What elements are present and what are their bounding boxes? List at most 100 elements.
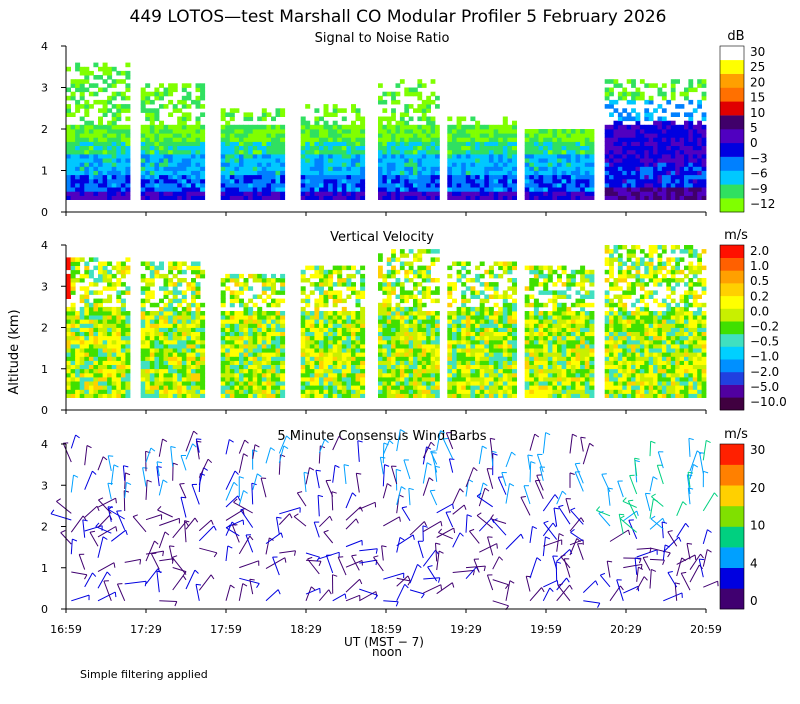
heatmap-cell <box>671 79 676 84</box>
heatmap-cell <box>422 171 427 176</box>
heatmap-cell <box>257 183 262 188</box>
heatmap-cell <box>475 175 480 180</box>
heatmap-cell <box>640 154 645 159</box>
heatmap-cell <box>301 183 306 188</box>
snr-panel-title: Signal to Noise Ratio <box>315 31 450 46</box>
heatmap-cell <box>466 299 471 304</box>
heatmap-cell <box>548 146 553 151</box>
heatmap-cell <box>426 141 431 146</box>
heatmap-cell <box>66 340 71 345</box>
heatmap-cell <box>457 361 462 366</box>
heatmap-cell <box>248 328 253 333</box>
heatmap-cell <box>159 195 164 200</box>
heatmap-cell <box>84 361 89 366</box>
heatmap-cell <box>112 187 117 192</box>
heatmap-cell <box>98 340 103 345</box>
heatmap-cell <box>230 146 235 151</box>
heatmap-cell <box>177 158 182 163</box>
heatmap-cell <box>391 307 396 312</box>
heatmap-cell <box>631 175 636 180</box>
heatmap-cell <box>234 295 239 300</box>
heatmap-cell <box>378 257 383 262</box>
heatmap-cell <box>378 323 383 328</box>
heatmap-cell <box>404 352 409 357</box>
heatmap-cell <box>314 183 319 188</box>
heatmap-cell <box>221 150 226 155</box>
heatmap-cell <box>548 166 553 171</box>
heatmap-cell <box>121 266 126 271</box>
heatmap-cell <box>225 187 230 192</box>
heatmap-cell <box>475 133 480 138</box>
heatmap-cell <box>489 352 494 357</box>
heatmap-cell <box>116 344 121 349</box>
heatmap-cell <box>475 179 480 184</box>
heatmap-cell <box>280 166 285 171</box>
heatmap-cell <box>71 191 76 196</box>
heatmap-cell <box>84 195 89 200</box>
heatmap-cell <box>89 162 94 167</box>
heatmap-cell <box>328 137 333 142</box>
heatmap-cell <box>145 352 150 357</box>
heatmap-cell <box>266 356 271 361</box>
heatmap-cell <box>324 175 329 180</box>
heatmap-cell <box>649 195 654 200</box>
heatmap-cell <box>557 162 562 167</box>
heatmap-cell <box>649 171 654 176</box>
heatmap-cell <box>404 137 409 142</box>
heatmap-cell <box>328 270 333 275</box>
heatmap-cell <box>351 191 356 196</box>
heatmap-cell <box>494 129 499 134</box>
heatmap-cell <box>266 133 271 138</box>
heatmap-cell <box>649 137 654 142</box>
heatmap-cell <box>75 100 80 105</box>
heatmap-cell <box>480 356 485 361</box>
heatmap-cell <box>382 381 387 386</box>
heatmap-cell <box>125 96 130 101</box>
heatmap-cell <box>356 162 361 167</box>
heatmap-cell <box>671 133 676 138</box>
heatmap-cell <box>196 179 201 184</box>
heatmap-cell <box>262 154 267 159</box>
heatmap-cell <box>342 166 347 171</box>
heatmap-cell <box>186 286 191 291</box>
heatmap-cell <box>360 278 365 283</box>
heatmap-cell <box>154 187 159 192</box>
heatmap-cell <box>618 121 623 126</box>
heatmap-cell <box>159 121 164 126</box>
heatmap-cell <box>145 171 150 176</box>
heatmap-cell <box>585 191 590 196</box>
heatmap-cell <box>230 365 235 370</box>
heatmap-cell <box>196 319 201 324</box>
heatmap-cell <box>145 129 150 134</box>
heatmap-cell <box>475 356 480 361</box>
heatmap-cell <box>622 179 627 184</box>
heatmap-cell <box>525 133 530 138</box>
heatmap-cell <box>168 166 173 171</box>
heatmap-cell <box>276 348 281 353</box>
heatmap-cell <box>200 394 205 399</box>
heatmap-cell <box>84 166 89 171</box>
heatmap-cell <box>507 336 512 341</box>
heatmap-cell <box>461 307 466 312</box>
heatmap-cell <box>360 336 365 341</box>
heatmap-cell <box>417 381 422 386</box>
heatmap-cell <box>413 108 418 113</box>
heatmap-cell <box>503 154 508 159</box>
heatmap-cell <box>360 129 365 134</box>
heatmap-cell <box>191 385 196 390</box>
heatmap-cell <box>186 92 191 97</box>
heatmap-cell <box>627 195 632 200</box>
heatmap-cell <box>168 385 173 390</box>
heatmap-cell <box>159 369 164 374</box>
heatmap-cell <box>457 146 462 151</box>
heatmap-cell <box>319 311 324 316</box>
heatmap-cell <box>649 150 654 155</box>
heatmap-cell <box>396 166 401 171</box>
heatmap-cell <box>248 369 253 374</box>
heatmap-cell <box>107 162 112 167</box>
heatmap-cell <box>422 315 427 320</box>
heatmap-cell <box>230 175 235 180</box>
heatmap-cell <box>196 303 201 308</box>
heatmap-cell <box>177 278 182 283</box>
heatmap-cell <box>328 129 333 134</box>
